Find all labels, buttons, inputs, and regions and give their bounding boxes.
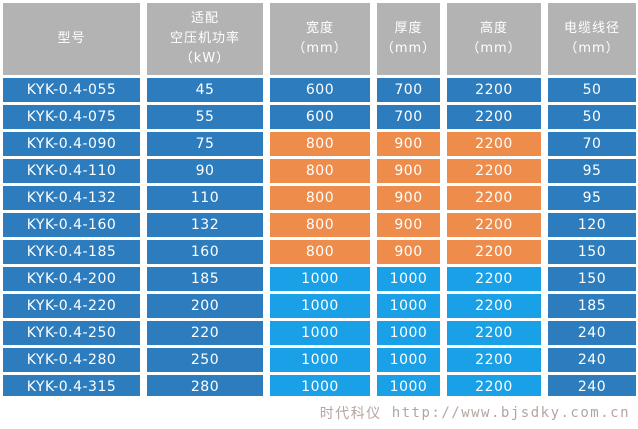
table-cell-power-kw: 220 <box>147 321 263 345</box>
table-cell-depth-mm: 1000 <box>377 294 440 318</box>
table-cell-cable-mm: 95 <box>548 159 636 183</box>
table-cell-model: KYK-0.4-280 <box>3 348 140 372</box>
table-cell-cable-mm: 150 <box>548 267 636 291</box>
footer-url: http://www.bjsdky.com.cn <box>391 404 630 421</box>
column-header-line: 宽度 <box>305 20 334 36</box>
table-cell-cable-mm: 95 <box>548 186 636 210</box>
table-cell-width-mm: 800 <box>270 240 370 264</box>
table-cell-model: KYK-0.4-250 <box>3 321 140 345</box>
table-cell-model: KYK-0.4-090 <box>3 132 140 156</box>
table-cell-width-mm: 600 <box>270 78 370 102</box>
table-cell-width-mm: 800 <box>270 186 370 210</box>
table-cell-cable-mm: 240 <box>548 375 636 399</box>
table-cell-power-kw: 280 <box>147 375 263 399</box>
table-cell-cable-mm: 120 <box>548 213 636 237</box>
table-cell-width-mm: 800 <box>270 213 370 237</box>
table-cell-model: KYK-0.4-185 <box>3 240 140 264</box>
column-header-line: 厚度 <box>394 20 423 36</box>
table-cell-model: KYK-0.4-132 <box>3 186 140 210</box>
column-header-line: （mm） <box>466 41 522 56</box>
table-cell-depth-mm: 900 <box>377 240 440 264</box>
table-cell-model: KYK-0.4-315 <box>3 375 140 399</box>
footer-watermark: 时代科仪 http://www.bjsdky.com.cn <box>0 396 638 429</box>
column-header-line: 型号 <box>57 30 86 46</box>
table-cell-height-mm: 2200 <box>447 267 541 291</box>
table-cell-depth-mm: 900 <box>377 132 440 156</box>
table-cell-width-mm: 1000 <box>270 294 370 318</box>
table-cell-height-mm: 2200 <box>447 240 541 264</box>
column-header-depth-mm: 厚度 （mm） <box>377 3 440 75</box>
table-cell-height-mm: 2200 <box>447 159 541 183</box>
table-cell-height-mm: 2200 <box>447 132 541 156</box>
column-header-power-kw: 适配空压机功率 （kW） <box>147 3 263 75</box>
table-cell-width-mm: 1000 <box>270 348 370 372</box>
footer-brand: 时代科仪 <box>319 405 382 422</box>
column-header-model: 型号 <box>3 3 140 75</box>
table-cell-power-kw: 75 <box>147 132 263 156</box>
table-cell-depth-mm: 700 <box>377 105 440 129</box>
table-cell-model: KYK-0.4-160 <box>3 213 140 237</box>
column-header-line: （kW） <box>179 51 231 67</box>
table-cell-power-kw: 90 <box>147 159 263 183</box>
column-header-height-mm: 高度 （mm） <box>447 3 541 75</box>
table-cell-cable-mm: 70 <box>548 132 636 156</box>
table-cell-height-mm: 2200 <box>447 348 541 372</box>
table-cell-depth-mm: 1000 <box>377 375 440 399</box>
table-cell-cable-mm: 185 <box>548 294 636 318</box>
table-cell-power-kw: 160 <box>147 240 263 264</box>
column-header-line: 空压机功率 <box>169 30 240 46</box>
table-cell-model: KYK-0.4-200 <box>3 267 140 291</box>
table-cell-power-kw: 200 <box>147 294 263 318</box>
table-cell-width-mm: 1000 <box>270 321 370 345</box>
table-cell-depth-mm: 700 <box>377 78 440 102</box>
table-cell-width-mm: 1000 <box>270 375 370 399</box>
table-cell-width-mm: 600 <box>270 105 370 129</box>
table-cell-depth-mm: 900 <box>377 213 440 237</box>
table-cell-cable-mm: 50 <box>548 78 636 102</box>
spec-table: 型号 适配空压机功率 （kW） 宽度 （mm） 厚度 （mm） 高度 （mm） 电缆线径 （mm） K… <box>3 3 636 399</box>
table-cell-model: KYK-0.4-075 <box>3 105 140 129</box>
table-cell-height-mm: 2200 <box>447 186 541 210</box>
table-cell-depth-mm: 900 <box>377 186 440 210</box>
table-cell-height-mm: 2200 <box>447 105 541 129</box>
table-cell-width-mm: 800 <box>270 132 370 156</box>
table-cell-width-mm: 1000 <box>270 267 370 291</box>
table-cell-width-mm: 800 <box>270 159 370 183</box>
table-cell-cable-mm: 150 <box>548 240 636 264</box>
table-cell-height-mm: 2200 <box>447 321 541 345</box>
table-cell-power-kw: 185 <box>147 267 263 291</box>
column-header-line: （mm） <box>292 41 348 56</box>
column-header-line: （mm） <box>564 41 620 56</box>
column-header-line: 电缆线径 <box>563 20 620 36</box>
table-cell-power-kw: 110 <box>147 186 263 210</box>
table-cell-cable-mm: 240 <box>548 321 636 345</box>
table-cell-power-kw: 132 <box>147 213 263 237</box>
table-cell-model: KYK-0.4-055 <box>3 78 140 102</box>
table-cell-height-mm: 2200 <box>447 78 541 102</box>
column-header-line: 适配 <box>190 10 219 26</box>
table-cell-power-kw: 45 <box>147 78 263 102</box>
table-cell-model: KYK-0.4-110 <box>3 159 140 183</box>
table-cell-power-kw: 250 <box>147 348 263 372</box>
table-cell-power-kw: 55 <box>147 105 263 129</box>
table-cell-height-mm: 2200 <box>447 213 541 237</box>
table-cell-model: KYK-0.4-220 <box>3 294 140 318</box>
column-header-line: （mm） <box>380 41 437 56</box>
table-cell-depth-mm: 1000 <box>377 267 440 291</box>
table-cell-depth-mm: 1000 <box>377 321 440 345</box>
table-cell-cable-mm: 240 <box>548 348 636 372</box>
table-cell-height-mm: 2200 <box>447 375 541 399</box>
table-cell-cable-mm: 50 <box>548 105 636 129</box>
table-cell-height-mm: 2200 <box>447 294 541 318</box>
column-header-cable-mm: 电缆线径 （mm） <box>548 3 636 75</box>
table-cell-depth-mm: 900 <box>377 159 440 183</box>
column-header-line: 高度 <box>479 20 508 36</box>
column-header-width-mm: 宽度 （mm） <box>270 3 370 75</box>
table-cell-depth-mm: 1000 <box>377 348 440 372</box>
